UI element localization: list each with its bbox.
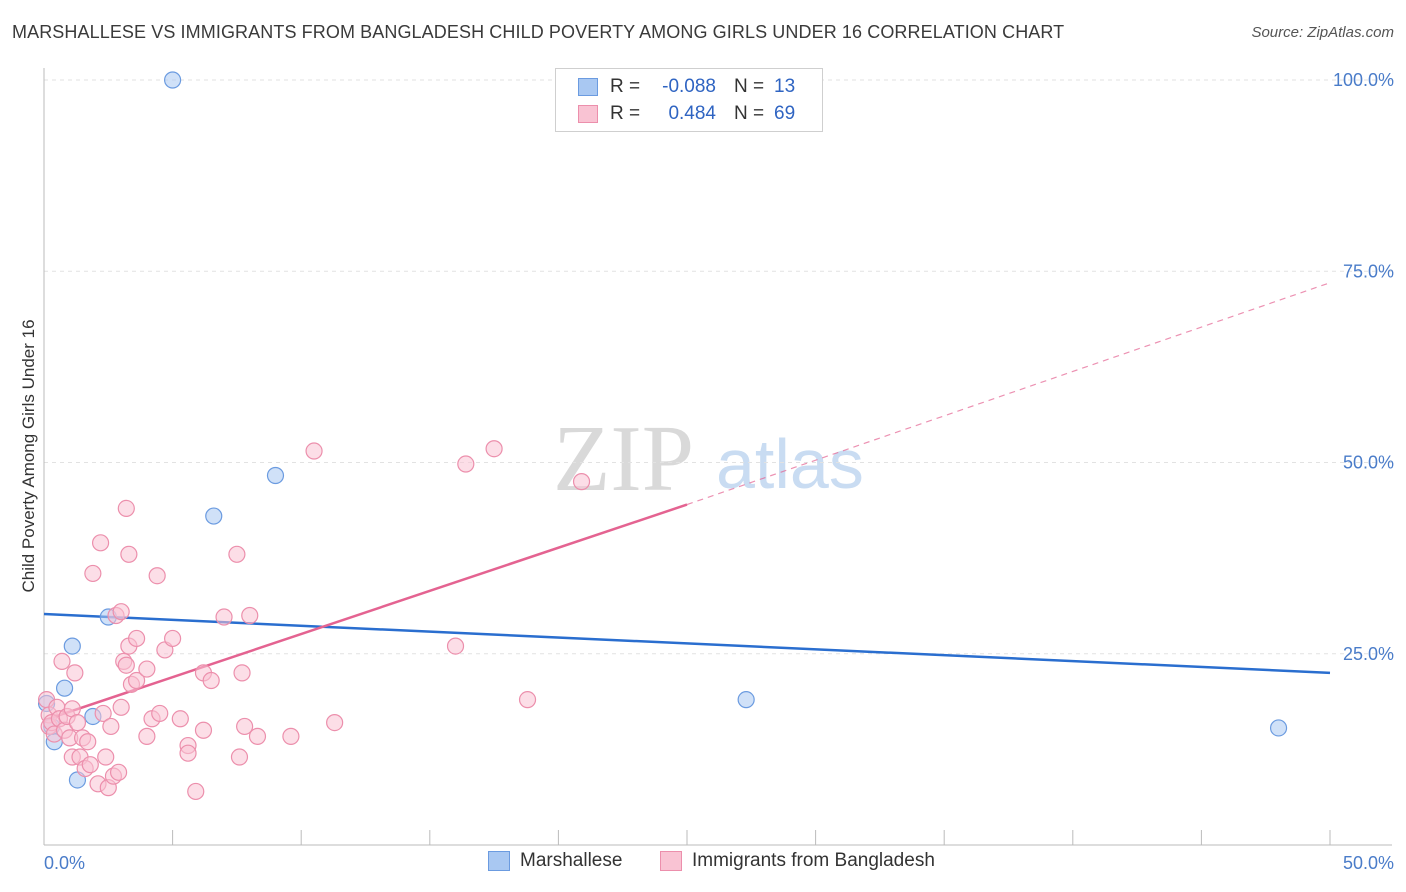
point-bangladesh — [138, 660, 156, 678]
point-bangladesh — [109, 763, 128, 781]
trend-line-bangladesh — [43, 503, 688, 722]
point-bangladesh — [202, 671, 220, 690]
point-marshallese — [205, 507, 223, 525]
legend-n-value: 13 — [774, 76, 796, 97]
legend-r-label: R = — [610, 103, 641, 124]
point-marshallese — [266, 466, 285, 485]
chart-title: MARSHALLESE VS IMMIGRANTS FROM BANGLADES… — [12, 22, 1065, 42]
point-bangladesh — [138, 727, 156, 745]
point-bangladesh — [91, 534, 110, 552]
y-axis-label: Child Poverty Among Girls Under 16 — [19, 319, 38, 592]
y-tick-labels: 25.0% 50.0% 75.0% 100.0% — [1333, 70, 1394, 664]
point-bangladesh — [117, 499, 135, 517]
series-legend-marshallese: Marshallese — [488, 850, 622, 872]
legend-r-value: 0.484 — [668, 103, 716, 124]
point-bangladesh — [84, 564, 102, 583]
point-bangladesh — [457, 455, 475, 473]
legend-swatch-bangladesh — [578, 105, 598, 123]
point-bangladesh — [233, 664, 251, 682]
point-marshallese — [737, 691, 755, 709]
legend-n-label: N = — [734, 76, 765, 97]
point-bangladesh — [127, 629, 146, 648]
legend-n-value: 69 — [774, 103, 796, 124]
y-tick-label: 25.0% — [1343, 644, 1394, 664]
point-bangladesh — [117, 656, 135, 674]
point-bangladesh — [112, 603, 130, 621]
data-points — [37, 71, 1288, 801]
point-marshallese — [55, 679, 74, 697]
point-bangladesh — [97, 748, 115, 766]
point-bangladesh — [102, 717, 120, 736]
x-tick-label: 50.0% — [1343, 853, 1394, 873]
x-tick-label: 0.0% — [44, 853, 85, 873]
point-bangladesh — [282, 727, 300, 745]
series-swatch-bangladesh — [660, 851, 682, 871]
point-bangladesh — [179, 744, 197, 762]
point-bangladesh — [215, 608, 233, 626]
legend-row-marshallese: R = -0.088 N = 13 — [578, 75, 795, 99]
point-bangladesh — [112, 698, 130, 716]
point-bangladesh — [446, 637, 465, 655]
series-label-marshallese: Marshallese — [520, 850, 623, 871]
gridlines — [44, 79, 1392, 655]
point-bangladesh — [485, 440, 503, 458]
point-bangladesh — [305, 442, 323, 460]
point-bangladesh — [120, 545, 138, 563]
y-tick-label: 50.0% — [1343, 453, 1394, 473]
y-tick-label: 100.0% — [1333, 70, 1394, 90]
legend-row-bangladesh: R = 0.484 N = 69 — [578, 102, 795, 126]
point-marshallese — [1269, 719, 1288, 737]
point-bangladesh — [68, 713, 87, 732]
legend-swatch-marshallese — [578, 78, 598, 96]
legend-r-value: -0.088 — [662, 76, 716, 97]
point-bangladesh — [164, 629, 182, 648]
legend-r-label: R = — [610, 76, 641, 97]
watermark: ZIP atlas — [553, 407, 864, 511]
point-bangladesh — [194, 721, 213, 739]
point-bangladesh — [81, 756, 99, 774]
point-bangladesh — [241, 606, 259, 625]
point-bangladesh — [151, 704, 169, 723]
point-bangladesh — [248, 727, 267, 745]
point-bangladesh — [79, 733, 97, 751]
x-tick-labels: 0.0% 50.0% — [44, 853, 1394, 873]
point-bangladesh — [127, 671, 146, 690]
point-bangladesh — [228, 545, 246, 563]
point-bangladesh — [518, 691, 537, 709]
point-bangladesh — [326, 713, 344, 732]
point-bangladesh — [53, 652, 71, 671]
point-bangladesh — [148, 567, 166, 585]
point-bangladesh — [171, 710, 189, 728]
watermark-zip: ZIP — [553, 407, 694, 511]
point-marshallese — [63, 637, 81, 655]
series-legend-bangladesh: Immigrants from Bangladesh — [660, 850, 935, 872]
legend-n-label: N = — [734, 103, 765, 124]
watermark-atlas: atlas — [716, 425, 864, 503]
trend-line-marshallese — [43, 612, 1331, 675]
y-tick-label: 75.0% — [1343, 261, 1394, 281]
point-bangladesh — [572, 473, 591, 491]
correlation-legend: R = -0.088 N = 13 R = 0.484 N = 69 — [555, 68, 823, 132]
point-bangladesh — [66, 664, 84, 682]
point-marshallese — [164, 71, 182, 89]
point-bangladesh — [230, 748, 249, 766]
series-legend: Marshallese Immigrants from Bangladesh — [0, 850, 1406, 880]
source-label: Source: ZipAtlas.com — [1251, 24, 1394, 41]
series-swatch-marshallese — [488, 851, 510, 871]
point-bangladesh — [94, 704, 112, 723]
series-label-bangladesh: Immigrants from Bangladesh — [692, 850, 935, 871]
trend-lines — [43, 282, 1331, 722]
point-bangladesh — [187, 782, 205, 801]
point-bangladesh — [236, 717, 254, 736]
trend-line-bangladesh-projection — [686, 282, 1331, 506]
